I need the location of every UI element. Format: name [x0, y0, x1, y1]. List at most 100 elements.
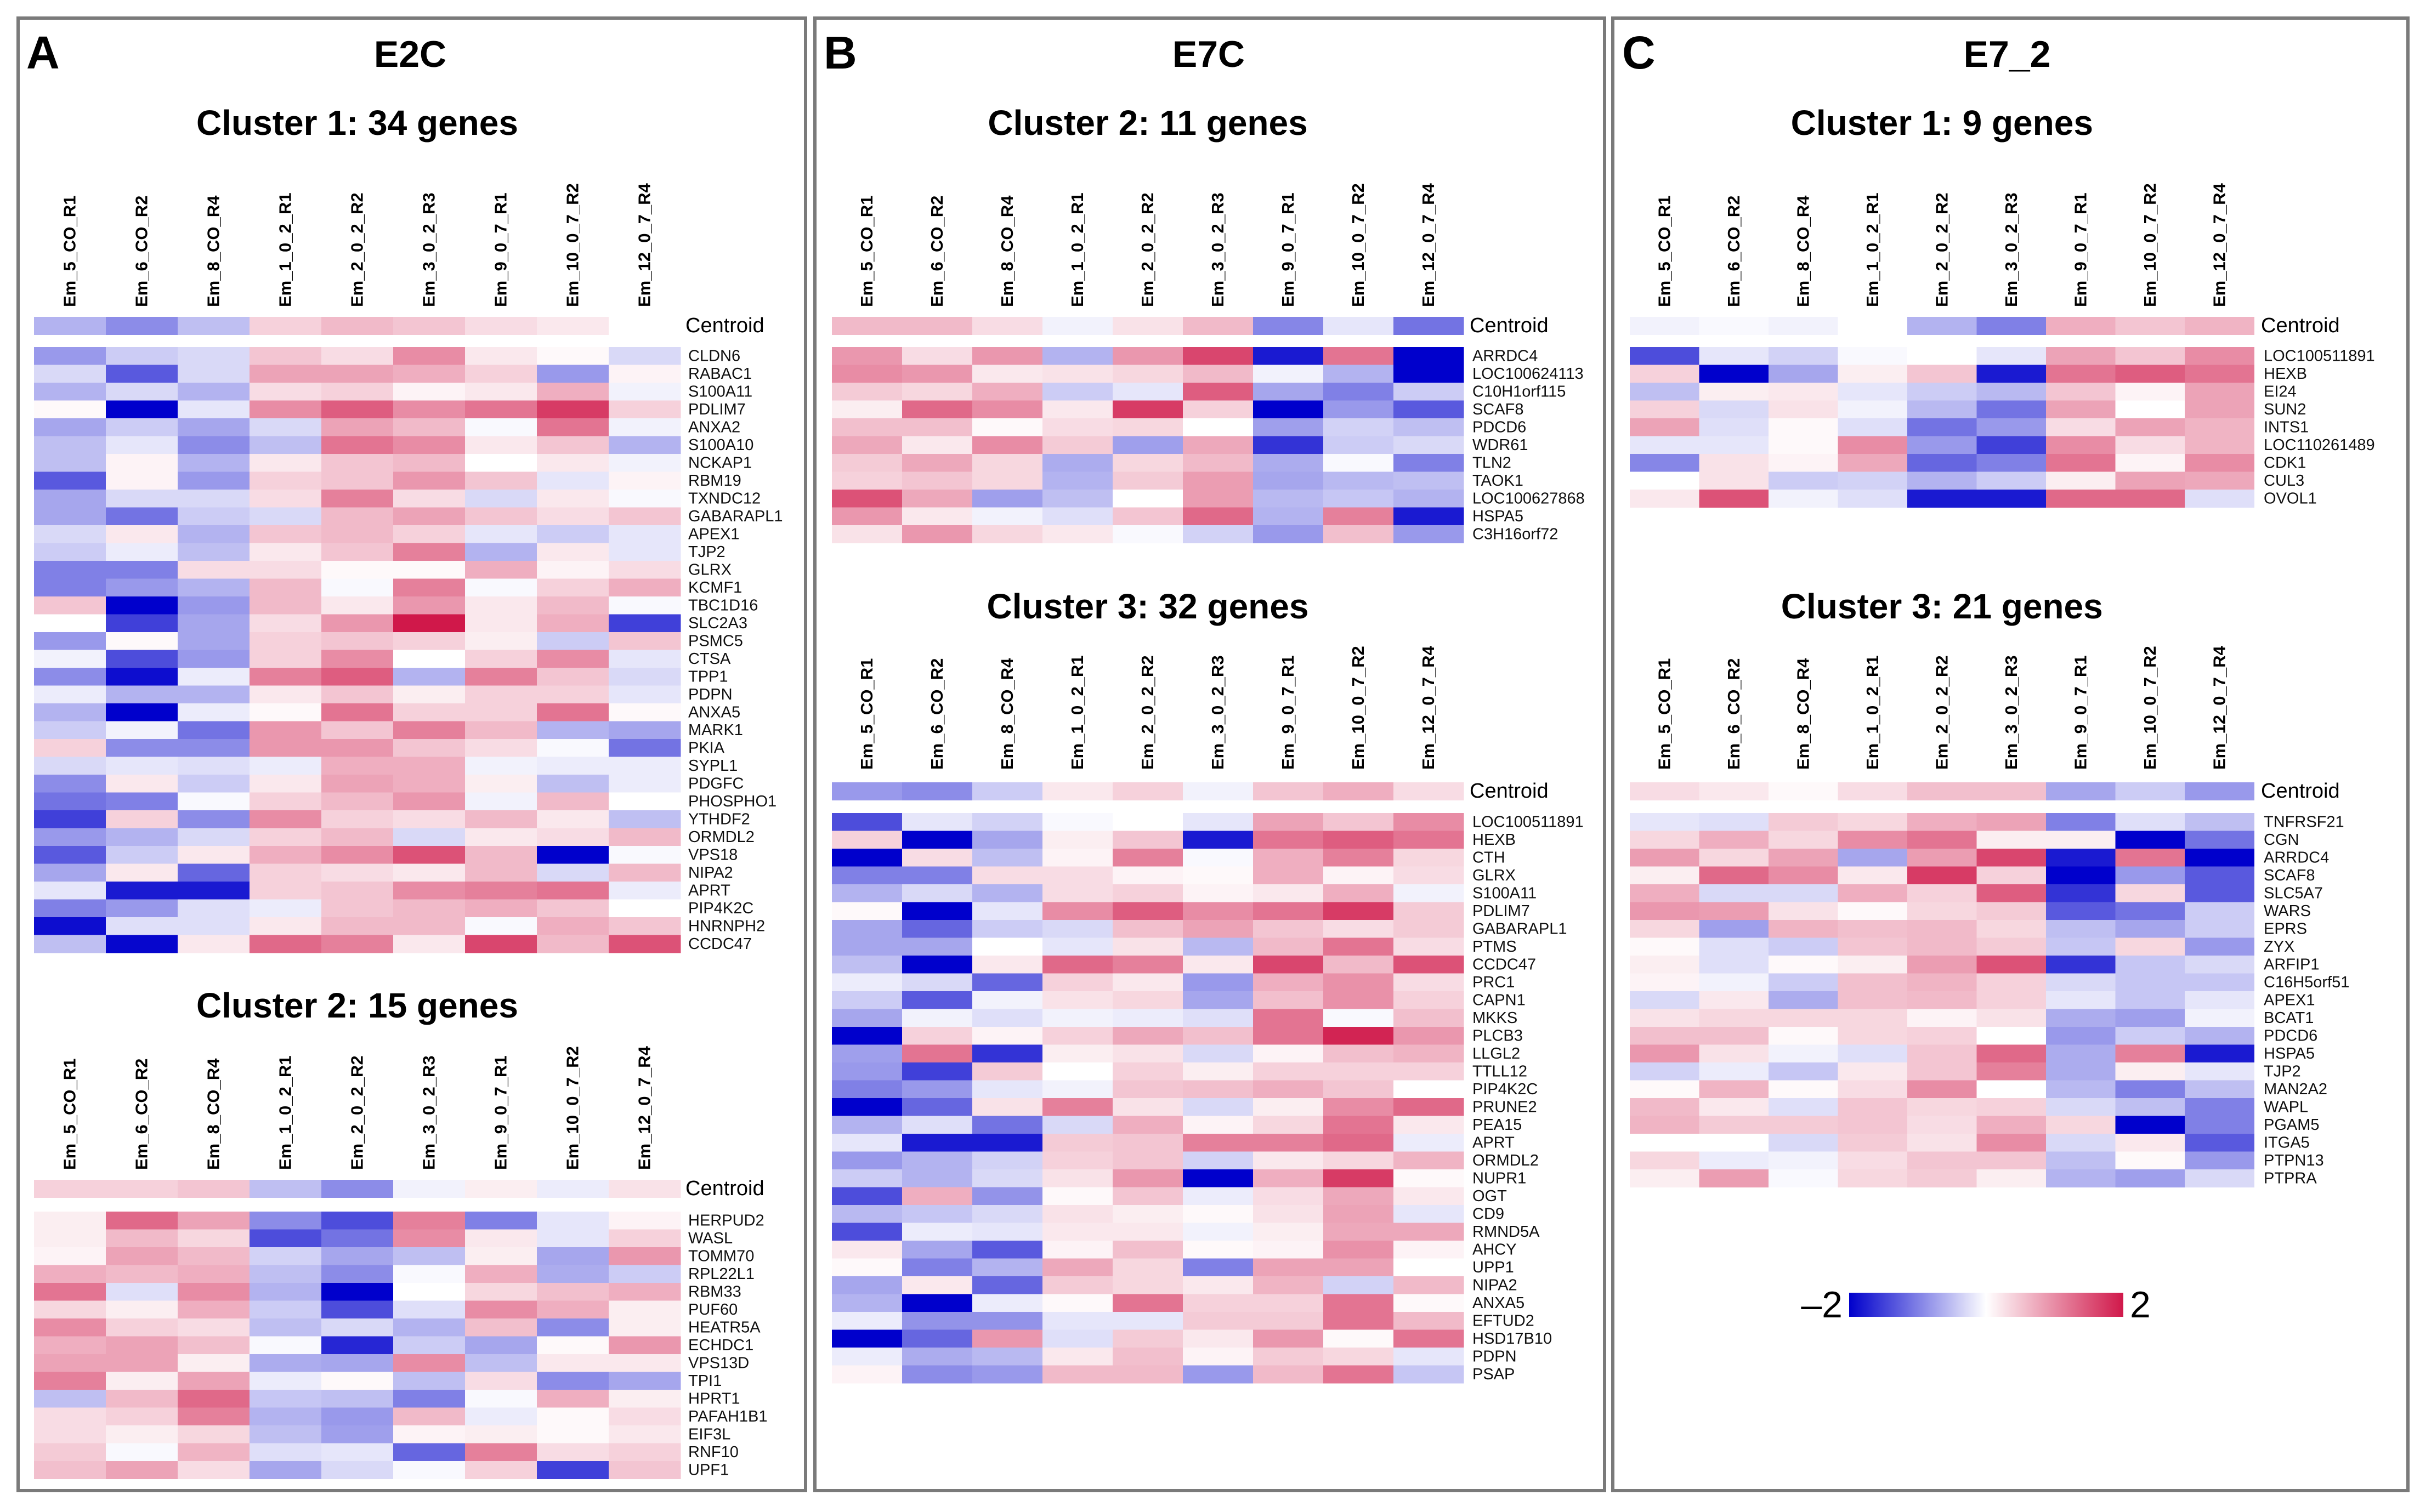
heatmap-cell [972, 365, 1043, 383]
heatmap-cell [321, 507, 394, 526]
heatmap-cell [972, 1258, 1043, 1277]
centroid-cell [1253, 782, 1324, 800]
heatmap-cell [1838, 454, 1908, 472]
heatmap-cell [2115, 1151, 2185, 1170]
heatmap-cell [106, 882, 178, 900]
heatmap-cell [1769, 1151, 1838, 1170]
heatmap-cell [1113, 418, 1183, 436]
heatmap-cell [178, 721, 250, 740]
heatmap-cell [250, 1247, 322, 1265]
heatmap-cell [832, 1134, 903, 1152]
heatmap-cell [1113, 400, 1183, 419]
gene-label: PDLIM7 [1472, 902, 1530, 920]
heatmap-cell [902, 525, 973, 543]
heatmap-cell [1042, 1294, 1113, 1312]
gene-label: PEA15 [1472, 1116, 1522, 1134]
heatmap-cell [1253, 365, 1324, 383]
heatmap-cell [609, 1407, 681, 1426]
heatmap-cell [1253, 1258, 1324, 1277]
heatmap-cell [1253, 973, 1324, 992]
heatmap-cell [34, 650, 106, 668]
heatmap-cell [1769, 991, 1838, 1009]
heatmap-cell [178, 899, 250, 918]
column-label: Em_9_0_7_R1 [491, 1055, 511, 1170]
heatmap-cell [250, 365, 322, 383]
colorbar-min-label: –2 [1801, 1284, 1843, 1326]
heatmap-cell [972, 920, 1043, 938]
heatmap-cluster: Cluster 1: 34 genes Em_5_CO_R1 Em_6_CO_R2 E… [34, 103, 783, 953]
heatmap-cell [537, 632, 609, 650]
panel-b: B E7C [813, 16, 1606, 1492]
heatmap-cell [2115, 1009, 2185, 1027]
heatmap-cell [178, 507, 250, 526]
gene-label: MAN2A2 [2264, 1081, 2327, 1098]
heatmap-cell [1323, 1276, 1394, 1294]
centroid-cell [1907, 317, 1977, 335]
heatmap-cell [1630, 1009, 1699, 1027]
panel-a-title: E2C [374, 33, 446, 75]
heatmap-cell [902, 490, 973, 508]
gene-label: CTH [1472, 849, 1505, 866]
heatmap-cell [1976, 937, 2047, 956]
heatmap-cell [1113, 920, 1183, 938]
heatmap-cell [1253, 1151, 1324, 1170]
heatmap-cluster: Cluster 3: 21 genes Em_5_CO_R1 Em_6_CO_R2 E… [1630, 587, 2349, 1187]
heatmap-cell [1323, 347, 1394, 365]
heatmap-cell [972, 1312, 1043, 1330]
heatmap-cell [1183, 902, 1254, 920]
heatmap-cell [1838, 471, 1908, 490]
heatmap-cell [465, 1425, 537, 1443]
heatmap-cell [321, 1336, 394, 1355]
heatmap-cell [609, 1425, 681, 1443]
heatmap-cell [250, 810, 322, 828]
heatmap-cell [250, 1283, 322, 1301]
heatmap-cell [178, 1390, 250, 1408]
heatmap-cell [1907, 902, 1977, 920]
heatmap-cell [34, 543, 106, 561]
heatmap-cell [250, 1265, 322, 1283]
heatmap-cell [537, 490, 609, 508]
heatmap-cell [1907, 1169, 1977, 1187]
centroid-cell [537, 317, 609, 335]
heatmap-cell [972, 1009, 1043, 1027]
gene-label: PTMS [1472, 938, 1517, 956]
gene-label: PDCD6 [2264, 1027, 2317, 1044]
heatmap-cell [321, 1407, 394, 1426]
heatmap-cell [1699, 1009, 1769, 1027]
heatmap-cell [2046, 418, 2116, 436]
heatmap-cell [1113, 1276, 1183, 1294]
heatmap-cell [609, 650, 681, 668]
gene-label: S100A10 [688, 436, 753, 454]
heatmap-cell [972, 991, 1043, 1009]
heatmap-cell [537, 436, 609, 454]
centroid-cell [1769, 317, 1838, 335]
heatmap-cell [250, 614, 322, 633]
cluster-title: Cluster 1: 9 genes [1791, 103, 2093, 143]
heatmap-cell [1393, 347, 1464, 365]
heatmap-cell [537, 1461, 609, 1479]
heatmap-cell [1253, 1116, 1324, 1134]
heatmap-cell [1769, 956, 1838, 974]
heatmap-cell [1042, 1365, 1113, 1384]
heatmap-cell [1323, 1312, 1394, 1330]
heatmap-cell [1042, 1098, 1113, 1116]
heatmap-cluster: Cluster 1: 9 genes Em_5_CO_R1 Em_6_CO_R2 Em… [1630, 103, 2375, 508]
heatmap-cell [1183, 1312, 1254, 1330]
heatmap-cell [1042, 1134, 1113, 1152]
heatmap-cell [1907, 400, 1977, 419]
heatmap-cell [1042, 1044, 1113, 1063]
heatmap-cell [1976, 849, 2047, 867]
column-label: Em_3_0_2_R3 [1208, 655, 1227, 770]
heatmap-cell [972, 973, 1043, 992]
heatmap-cell [465, 490, 537, 508]
heatmap-cell [1183, 884, 1254, 902]
heatmap-cell [609, 1247, 681, 1265]
heatmap-cell [832, 1080, 903, 1099]
centroid-cell [1183, 782, 1254, 800]
heatmap-cell [2185, 956, 2254, 974]
centroid-cell [1393, 317, 1464, 335]
heatmap-cell [609, 668, 681, 686]
gene-label: WASL [688, 1230, 733, 1247]
heatmap-cell [1976, 490, 2047, 508]
heatmap-cell [609, 863, 681, 882]
